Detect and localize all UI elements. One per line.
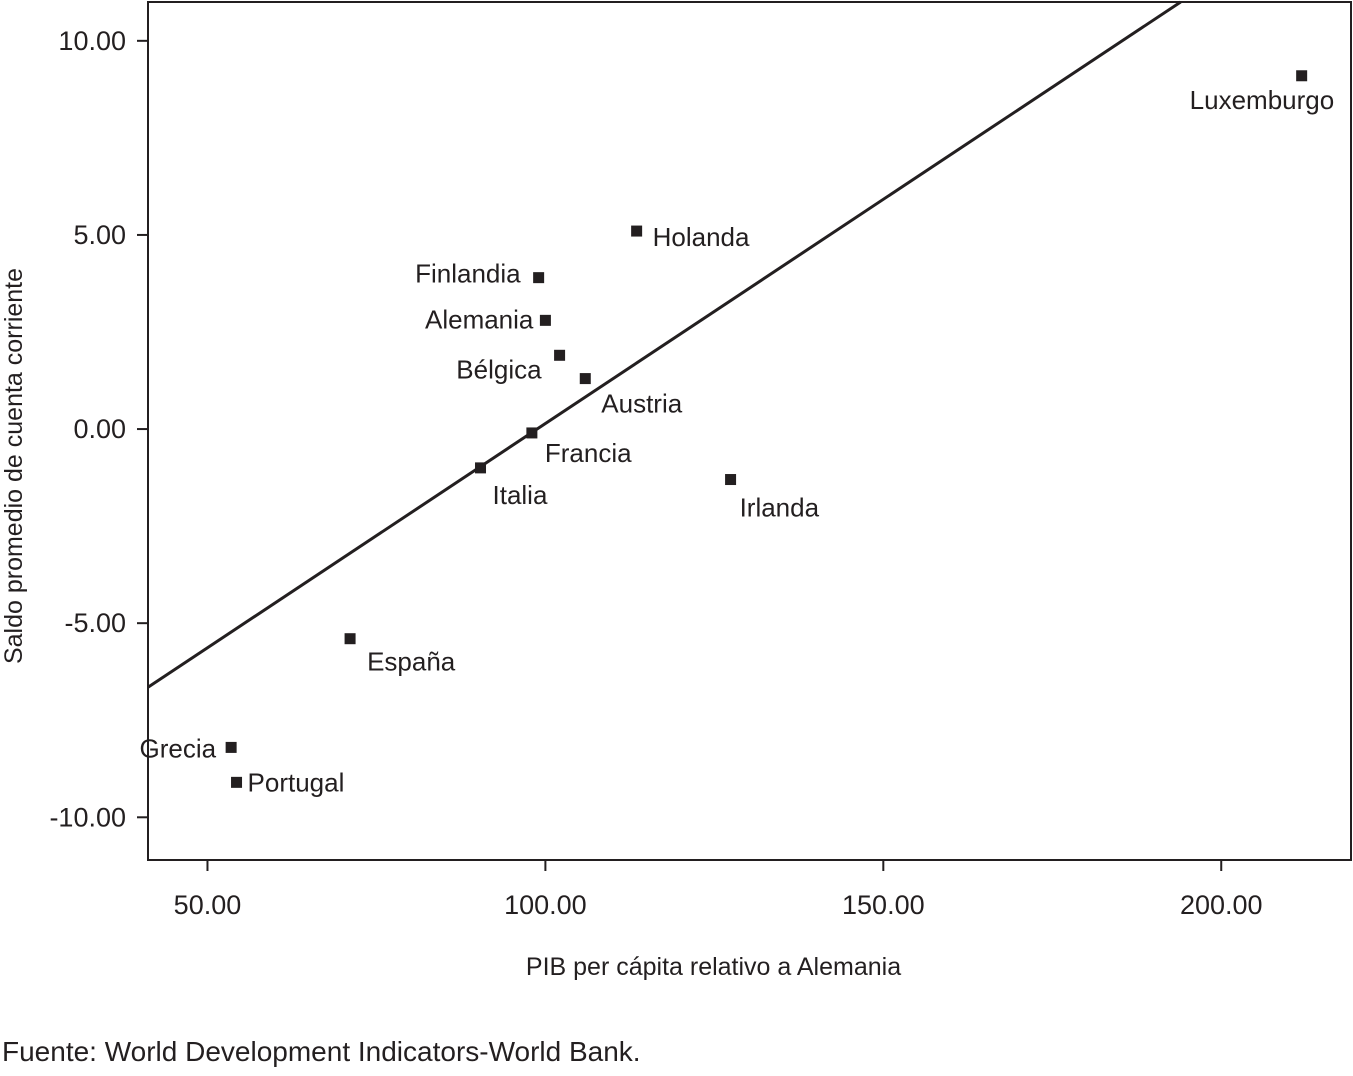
data-point-label: Alemania bbox=[425, 304, 534, 334]
data-point-label: Irlanda bbox=[740, 493, 820, 523]
x-axis-ticks: 50.00 100.00 150.00 200.00 bbox=[174, 860, 1263, 920]
data-point bbox=[539, 314, 551, 326]
data-points bbox=[225, 70, 1308, 788]
data-point bbox=[579, 373, 591, 385]
data-point-label: Luxemburgo bbox=[1190, 85, 1335, 115]
data-point bbox=[554, 349, 566, 361]
y-tick-label: 10.00 bbox=[58, 26, 126, 56]
data-point-label: Bélgica bbox=[456, 354, 542, 384]
data-point bbox=[475, 462, 487, 474]
data-point-label: Francia bbox=[545, 438, 632, 468]
y-tick-label: 5.00 bbox=[73, 220, 126, 250]
source-note: Fuente: World Development Indicators-Wor… bbox=[2, 1036, 641, 1067]
x-tick-label: 150.00 bbox=[842, 890, 925, 920]
data-point-label: Holanda bbox=[653, 222, 750, 252]
y-tick-label: -10.00 bbox=[49, 802, 126, 832]
x-tick-label: 200.00 bbox=[1180, 890, 1263, 920]
y-axis-ticks: 10.00 5.00 0.00 -5.00 -10.00 bbox=[49, 26, 148, 832]
x-tick-label: 50.00 bbox=[174, 890, 242, 920]
data-point-label: Portugal bbox=[248, 767, 345, 797]
data-point bbox=[526, 427, 538, 439]
data-point-label: Austria bbox=[601, 389, 682, 419]
y-tick-label: 0.00 bbox=[73, 414, 126, 444]
data-point bbox=[231, 776, 243, 788]
data-point bbox=[725, 474, 737, 486]
data-point-label: Finlandia bbox=[415, 259, 521, 289]
trendline bbox=[147, 0, 1182, 689]
data-point-labels: Luxemburgo Holanda Finlandia Alemania Bélgic… bbox=[140, 85, 1335, 798]
data-point-label: Grecia bbox=[140, 733, 217, 763]
x-tick-label: 100.00 bbox=[504, 890, 587, 920]
plot-frame bbox=[147, 1, 1352, 861]
data-point bbox=[631, 225, 643, 237]
x-axis-label: PIB per cápita relativo a Alemania bbox=[526, 953, 901, 981]
y-axis-label: Saldo promedio de cuenta corriente bbox=[0, 268, 28, 664]
y-tick-label: -5.00 bbox=[64, 608, 126, 638]
data-point bbox=[1296, 70, 1308, 82]
data-point bbox=[533, 272, 545, 284]
data-point-label: España bbox=[367, 647, 456, 677]
data-point-label: Italia bbox=[493, 480, 548, 510]
data-point bbox=[344, 633, 356, 645]
data-point bbox=[225, 741, 237, 753]
